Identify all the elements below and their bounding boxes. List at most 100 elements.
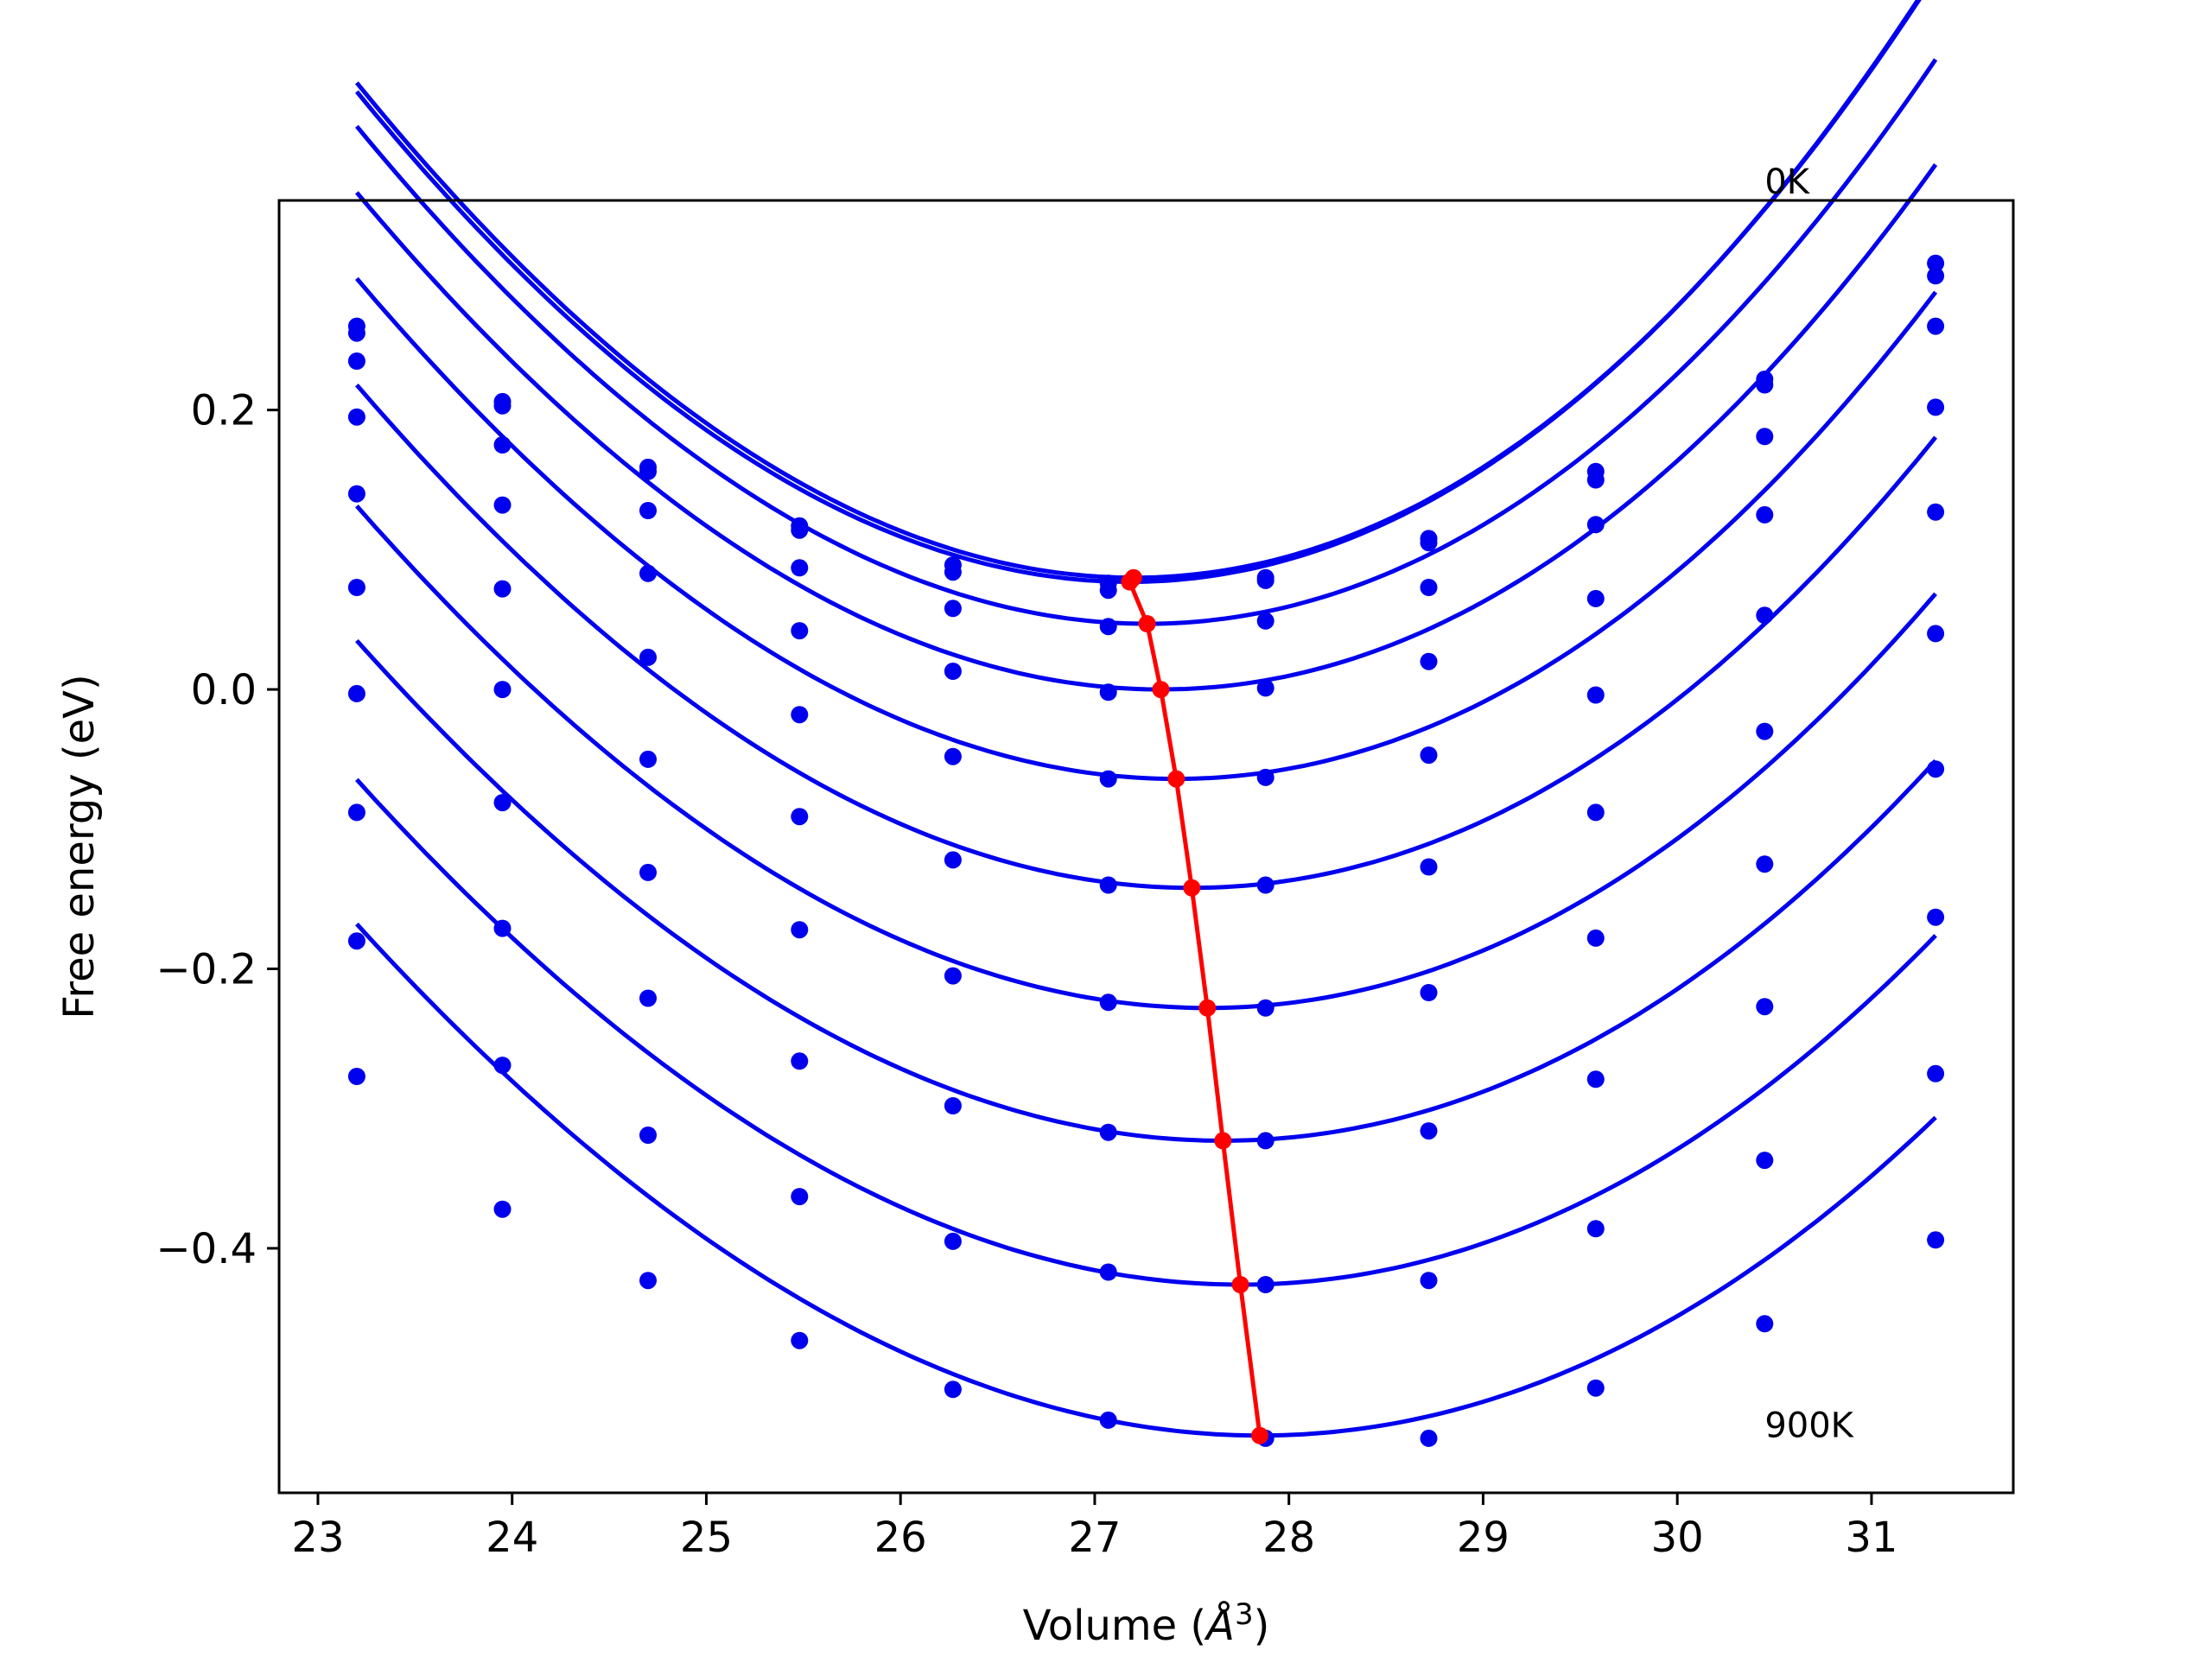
minimum-point-9 bbox=[1251, 1426, 1268, 1444]
fit-curve-6 bbox=[355, 505, 1937, 1011]
data-point-1-6 bbox=[1256, 571, 1274, 589]
x-axis-label-text: Volume ( bbox=[1023, 1602, 1207, 1650]
data-point-3-4 bbox=[944, 663, 962, 680]
fit-curve-8 bbox=[355, 778, 1937, 1287]
data-point-3-2 bbox=[639, 564, 657, 582]
data-point-5-4 bbox=[944, 851, 962, 869]
data-point-6-4 bbox=[944, 967, 962, 985]
data-point-7-3 bbox=[791, 1052, 809, 1070]
annotation-0: 0K bbox=[1764, 162, 1810, 202]
x-tick-label-0: 23 bbox=[291, 1514, 344, 1562]
x-tick-label-8: 31 bbox=[1845, 1514, 1897, 1562]
minimum-point-5 bbox=[1183, 879, 1201, 897]
data-point-2-4 bbox=[944, 600, 962, 618]
x-tick-label-7: 30 bbox=[1651, 1514, 1704, 1562]
data-point-7-1 bbox=[493, 919, 512, 937]
data-point-7-0 bbox=[347, 803, 365, 822]
data-point-4-9 bbox=[1756, 606, 1774, 625]
data-point-5-5 bbox=[1099, 876, 1117, 894]
data-point-7-6 bbox=[1256, 1132, 1274, 1150]
data-point-8-6 bbox=[1256, 1276, 1274, 1293]
data-point-9-2 bbox=[639, 1272, 657, 1290]
data-point-3-1 bbox=[493, 496, 512, 514]
data-point-7-10 bbox=[1927, 908, 1945, 926]
data-point-2-1 bbox=[493, 436, 512, 454]
data-point-8-2 bbox=[639, 1127, 657, 1144]
data-point-9-4 bbox=[944, 1381, 962, 1399]
minima-layer bbox=[1121, 568, 1268, 1444]
minimum-point-3 bbox=[1152, 681, 1170, 699]
minimum-point-8 bbox=[1231, 1276, 1249, 1293]
data-point-2-6 bbox=[1256, 612, 1274, 630]
data-point-6-1 bbox=[493, 794, 512, 812]
data-point-2-8 bbox=[1586, 516, 1605, 534]
x-tick-label-6: 29 bbox=[1457, 1514, 1510, 1562]
data-point-8-0 bbox=[347, 932, 365, 950]
data-point-1-4 bbox=[944, 563, 962, 581]
data-point-6-2 bbox=[639, 863, 657, 881]
data-point-8-9 bbox=[1756, 1152, 1774, 1170]
data-point-3-6 bbox=[1256, 679, 1274, 697]
data-point-2-7 bbox=[1420, 579, 1438, 596]
data-point-8-7 bbox=[1420, 1272, 1438, 1290]
data-point-9-0 bbox=[347, 1068, 365, 1085]
data-point-3-0 bbox=[347, 408, 365, 426]
data-point-9-8 bbox=[1586, 1379, 1605, 1397]
data-point-3-3 bbox=[791, 622, 809, 640]
data-point-4-3 bbox=[791, 706, 809, 724]
fit-curve-5 bbox=[355, 383, 1938, 891]
data-point-6-10 bbox=[1927, 760, 1945, 778]
data-point-8-8 bbox=[1586, 1220, 1605, 1238]
data-point-2-9 bbox=[1756, 428, 1774, 446]
data-point-4-7 bbox=[1420, 746, 1438, 765]
data-point-6-9 bbox=[1756, 855, 1774, 873]
data-point-3-5 bbox=[1099, 683, 1117, 701]
data-point-0-10 bbox=[1927, 254, 1945, 272]
data-point-1-3 bbox=[791, 521, 809, 539]
data-point-5-10 bbox=[1927, 625, 1945, 643]
data-point-5-7 bbox=[1420, 858, 1438, 876]
data-point-8-5 bbox=[1099, 1263, 1117, 1281]
data-point-1-9 bbox=[1756, 371, 1774, 388]
data-point-4-1 bbox=[493, 580, 512, 598]
data-point-1-8 bbox=[1586, 462, 1605, 480]
data-point-5-3 bbox=[791, 808, 809, 826]
data-point-4-0 bbox=[347, 485, 365, 503]
data-point-2-10 bbox=[1927, 317, 1945, 335]
x-axis-label-exponent: 3 bbox=[1235, 1597, 1254, 1632]
y-tick-label-1: −0.2 bbox=[156, 946, 257, 994]
ticks-layer: 23 24 25 26 27 28 29 30 31 −0.4 −0.2 0.0 0.2 bbox=[156, 387, 1897, 1562]
data-point-5-0 bbox=[347, 579, 365, 596]
data-point-4-8 bbox=[1586, 686, 1605, 704]
plot-frame bbox=[277, 199, 2015, 1495]
data-point-9-1 bbox=[493, 1200, 512, 1218]
data-point-2-0 bbox=[347, 352, 365, 370]
data-point-7-4 bbox=[944, 1097, 962, 1114]
data-point-1-2 bbox=[639, 462, 657, 480]
data-point-6-0 bbox=[347, 684, 365, 702]
fit-curve-3 bbox=[354, 163, 1938, 692]
data-point-3-8 bbox=[1586, 589, 1605, 607]
data-point-4-10 bbox=[1927, 503, 1945, 521]
data-point-3-10 bbox=[1927, 398, 1945, 416]
data-point-9-7 bbox=[1420, 1429, 1438, 1447]
data-point-4-4 bbox=[944, 747, 962, 765]
x-tick-label-2: 25 bbox=[680, 1514, 733, 1562]
data-point-6-5 bbox=[1099, 993, 1117, 1012]
x-tick-label-1: 24 bbox=[486, 1514, 538, 1562]
data-point-5-2 bbox=[639, 750, 657, 768]
data-point-1-0 bbox=[347, 324, 365, 342]
data-point-5-8 bbox=[1586, 803, 1605, 822]
data-point-5-9 bbox=[1756, 722, 1774, 740]
data-point-2-3 bbox=[791, 559, 809, 577]
data-point-9-3 bbox=[791, 1331, 809, 1349]
annotations-layer: 0K 900K bbox=[1764, 162, 1854, 1445]
minimum-point-1 bbox=[1121, 573, 1139, 591]
x-axis-label: Volume (Å3) bbox=[1023, 1597, 1270, 1650]
data-point-4-5 bbox=[1099, 770, 1117, 788]
data-point-9-10 bbox=[1927, 1231, 1945, 1249]
minimum-point-2 bbox=[1138, 615, 1156, 632]
x-axis-label-close: ) bbox=[1254, 1602, 1270, 1650]
